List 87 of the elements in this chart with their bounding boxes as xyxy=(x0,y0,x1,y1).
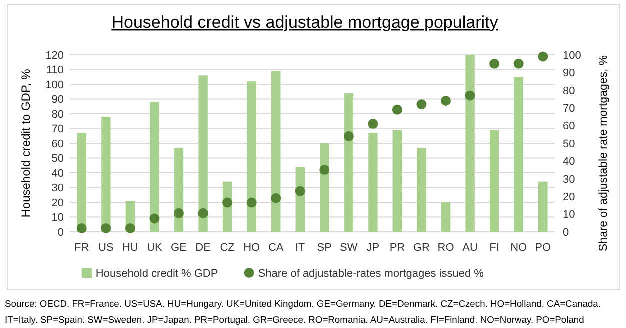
bar xyxy=(77,133,87,232)
bar xyxy=(102,116,111,232)
y-axis-title: Household credit to GDP, % xyxy=(19,68,33,218)
y2-tick-label: 30 xyxy=(563,174,576,186)
bar xyxy=(247,82,256,232)
x-tick-label: US xyxy=(98,242,114,254)
point xyxy=(150,214,160,224)
chart-title: Household credit vs adjustable mortgage popularity xyxy=(112,13,499,32)
y-tick-label: 50 xyxy=(52,153,64,166)
point xyxy=(271,193,282,204)
x-tick-label: PO xyxy=(535,242,552,254)
y2-tick-label: 60 xyxy=(563,120,576,133)
point xyxy=(174,208,184,218)
point xyxy=(416,100,427,110)
bar xyxy=(417,148,426,232)
point xyxy=(368,119,378,130)
x-tick-label: PR xyxy=(390,242,406,254)
point xyxy=(344,131,354,142)
point xyxy=(246,198,257,208)
text: IT=Italy. SP=Spain. SW=Sweden. JP=Japan. PR=Portugal. GR=Greece. RO=Romania. AU=Australia. FI=Finland. NO=Norway. PO=Poland xyxy=(5,314,584,325)
y-tick-label: 90 xyxy=(52,94,64,106)
x-tick-label: CZ xyxy=(220,242,236,254)
point xyxy=(198,208,208,218)
x-tick-label: SW xyxy=(340,242,358,254)
x-tick-label: CA xyxy=(268,242,284,254)
point xyxy=(101,223,112,234)
y2-tick-label: 40 xyxy=(563,156,576,168)
bar xyxy=(514,77,524,232)
point xyxy=(538,52,548,62)
y2-tick-label: 20 xyxy=(563,191,576,204)
bar xyxy=(198,76,208,232)
x-tick-label: GE xyxy=(171,242,187,254)
bar xyxy=(344,93,354,232)
legend-label: Share of adjustable-rates mortgages issued % xyxy=(258,268,484,280)
y2-tick-label: 50 xyxy=(563,138,576,150)
x-tick-label: DE xyxy=(196,242,211,254)
y-tick-label: 110 xyxy=(46,64,64,77)
bar xyxy=(368,133,378,232)
point xyxy=(465,90,476,101)
x-tick-label: RO xyxy=(438,242,455,254)
x-tick-label: GR xyxy=(413,242,430,254)
bar xyxy=(150,102,160,232)
y-tick-label: 30 xyxy=(52,182,64,195)
y-tick-label: 120 xyxy=(46,50,64,62)
bar xyxy=(490,130,500,232)
y2-tick-label: 0 xyxy=(563,226,570,239)
x-tick-label: AU xyxy=(462,242,478,254)
y2-tick-label: 80 xyxy=(563,85,576,98)
y-tick-label: 0 xyxy=(58,226,64,239)
bar xyxy=(441,202,451,232)
x-tick-label: JP xyxy=(366,242,380,254)
y2-tick-label: 10 xyxy=(563,209,576,222)
point xyxy=(441,96,452,106)
source-note: Source: OECD. FR=France. US=USA. HU=Hungary. UK=United Kingdom. GE=Germany. DE=Denmark. CZ=Czech. HO=Holland. CA=Canada. xyxy=(5,298,601,309)
bar xyxy=(271,71,281,232)
bar xyxy=(392,130,402,232)
bar xyxy=(538,182,548,232)
x-tick-label: HO xyxy=(244,242,261,254)
y-tick-label: 10 xyxy=(52,212,64,224)
point xyxy=(514,58,524,69)
point xyxy=(125,223,136,234)
x-tick-label: SP xyxy=(317,242,332,254)
bar xyxy=(466,55,475,232)
x-tick-label: IT xyxy=(295,242,306,254)
x-tick-label: FI xyxy=(490,242,500,254)
point xyxy=(490,58,500,69)
y-tick-label: 20 xyxy=(52,197,64,210)
y2-tick-label: 100 xyxy=(563,50,582,62)
y-tick-label: 80 xyxy=(52,108,64,121)
x-tick-label: HU xyxy=(122,242,138,254)
y2-tick-label: 90 xyxy=(563,68,576,80)
bar xyxy=(174,148,184,232)
y-tick-label: 100 xyxy=(46,79,64,92)
y2-tick-label: 70 xyxy=(563,102,576,115)
x-tick-label: NO xyxy=(510,242,528,254)
y-tick-label: 60 xyxy=(52,138,64,150)
y-tick-label: 40 xyxy=(52,168,64,180)
point xyxy=(392,104,402,115)
y2-axis-title: Share of adjustable rate mortgages, % xyxy=(598,55,610,252)
y-tick-label: 70 xyxy=(52,124,64,136)
legend-label: Household credit % GDP xyxy=(96,268,218,280)
point xyxy=(320,165,330,176)
x-tick-label: FR xyxy=(74,242,90,254)
point xyxy=(222,198,233,208)
x-tick-label: UK xyxy=(147,242,164,254)
point xyxy=(295,186,306,196)
point xyxy=(76,223,87,234)
